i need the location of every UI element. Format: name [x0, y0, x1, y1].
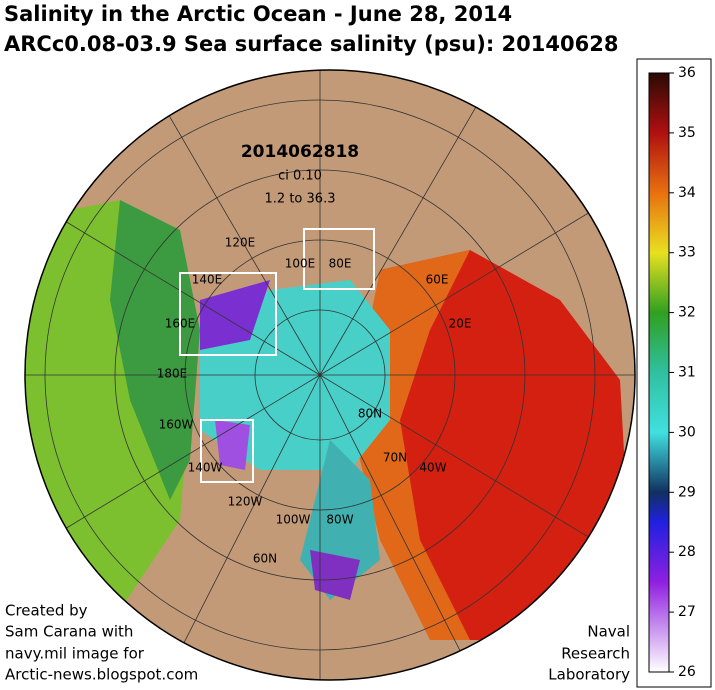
colorbar-label: 26 [678, 664, 696, 680]
credit-line: Sam Carana with [5, 623, 133, 641]
source-line: Laboratory [548, 666, 630, 684]
colorbar-label: 29 [678, 484, 696, 500]
grid-label: 40W [419, 461, 446, 475]
grid-label: 100W [276, 513, 311, 527]
grid-label: 60N [253, 552, 277, 566]
credit-line: Arctic-news.blogspot.com [5, 666, 198, 684]
title: Salinity in the Arctic Ocean - June 28, … [4, 2, 512, 26]
source-line: Naval [587, 623, 630, 641]
grid-label: 100E [285, 257, 316, 271]
grid-label: 120W [228, 495, 263, 509]
subtitle: ARCc0.08-03.9 Sea surface salinity (psu)… [4, 32, 618, 56]
colorbar-label: 30 [678, 424, 696, 440]
grid-label: 60E [426, 273, 449, 287]
colorbar-label: 28 [678, 544, 696, 560]
grid-label: 80E [329, 257, 352, 271]
colorbar [648, 72, 670, 673]
grid-label: 140E [192, 273, 223, 287]
credit-line: Created by [5, 602, 88, 620]
colorbar-label: 35 [678, 125, 696, 141]
grid-label: 70N [383, 451, 407, 465]
colorbar-label: 27 [678, 604, 696, 620]
colorbar-label: 33 [678, 245, 696, 261]
contour-interval: ci 0.10 [278, 169, 322, 184]
colorbar-label: 34 [678, 185, 696, 201]
source-line: Research [561, 645, 630, 663]
grid-label: 160E [165, 317, 196, 331]
grid-label: 80N [358, 407, 382, 421]
credit-line: navy.mil image for [5, 645, 145, 663]
colorbar-label: 32 [678, 305, 696, 321]
grid-label: 120E [225, 236, 256, 250]
grid-label: 140W [188, 461, 223, 475]
grid-label: 180E [157, 367, 188, 381]
grid-label: 80W [326, 513, 353, 527]
colorbar-label: 36 [678, 65, 696, 81]
grid-label: 160W [159, 418, 194, 432]
map [25, 70, 635, 680]
range: 1.2 to 36.3 [265, 192, 336, 207]
timestamp: 2014062818 [241, 142, 359, 162]
colorbar-label: 31 [678, 365, 696, 381]
grid-label: 20E [449, 317, 472, 331]
